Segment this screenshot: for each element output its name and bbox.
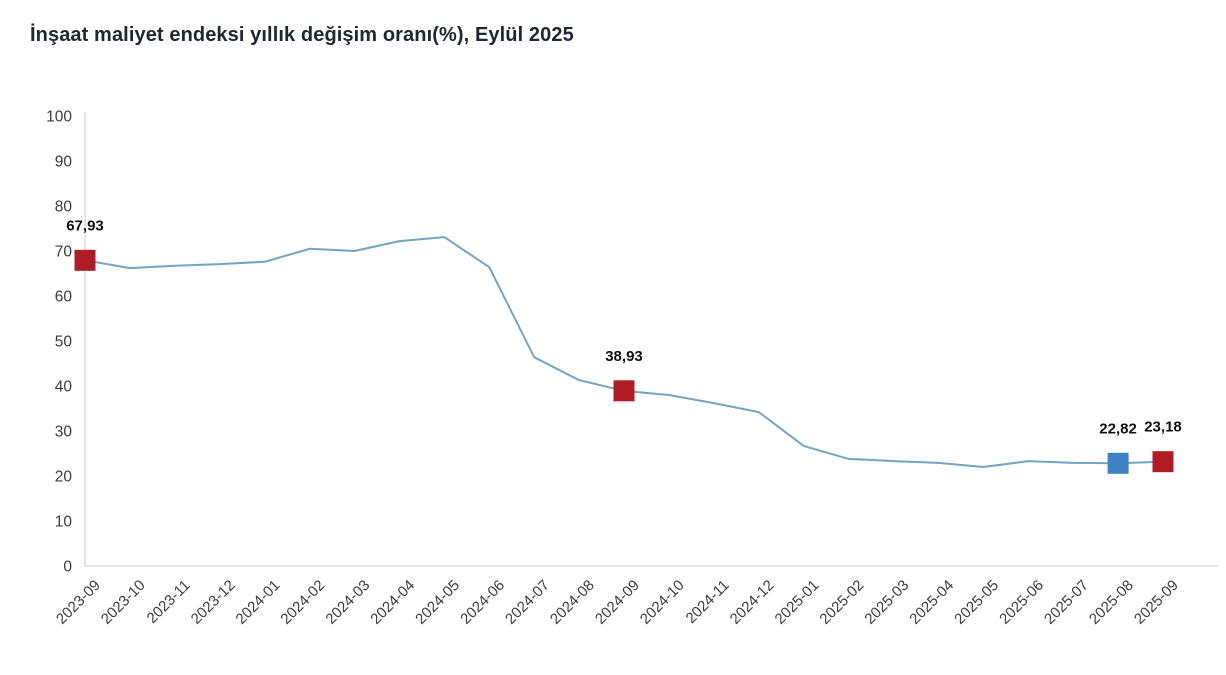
x-tick-label: 2024-10 [637,577,688,628]
y-tick-label: 90 [55,154,73,171]
y-tick-label: 0 [63,559,72,576]
x-tick-label: 2024-05 [412,577,463,628]
x-tick-label: 2025-03 [861,577,912,628]
data-point-label-2025-09: 23,18 [1144,419,1182,436]
x-tick-label: 2025-07 [1041,577,1092,628]
x-tick-label: 2024-06 [457,577,508,628]
data-marker-2023-09 [74,249,96,271]
x-tick-label: 2024-03 [322,577,373,628]
data-point-label-2023-09: 67,93 [66,217,104,234]
x-tick-label: 2024-12 [727,577,778,628]
y-tick-label: 60 [55,289,73,306]
x-tick-label: 2023-11 [144,577,194,627]
data-marker-2024-09 [613,380,635,402]
x-tick-label: 2024-11 [683,577,733,627]
data-point-label-2025-08: 22,82 [1099,420,1137,437]
y-tick-label: 100 [46,109,72,126]
x-tick-label: 2024-09 [592,577,643,628]
x-tick-label: 2025-05 [951,577,1002,628]
x-tick-label: 2025-08 [1086,577,1137,628]
y-tick-label: 30 [55,424,73,441]
x-tick-label: 2024-02 [277,577,328,628]
x-tick-label: 2025-04 [906,577,957,628]
x-tick-label: 2025-06 [996,577,1047,628]
data-marker-2025-09 [1152,451,1174,473]
data-point-label-2024-09: 38,93 [605,348,643,365]
x-tick-label: 2025-09 [1131,577,1182,628]
x-tick-label: 2024-04 [367,577,418,628]
x-tick-label: 2025-01 [772,577,823,628]
x-tick-label: 2025-02 [816,577,867,628]
y-tick-label: 40 [55,379,73,396]
x-tick-label: 2024-08 [547,577,598,628]
y-tick-label: 20 [55,469,73,486]
y-tick-label: 70 [55,244,73,261]
x-tick-label: 2023-12 [188,577,239,628]
y-tick-label: 10 [55,514,73,531]
x-tick-label: 2023-10 [98,577,149,628]
x-tick-label: 2024-01 [233,577,284,628]
x-tick-label: 2024-07 [502,577,553,628]
y-tick-label: 80 [55,199,73,216]
y-tick-label: 50 [55,334,73,351]
x-tick-label: 2023-09 [53,577,104,628]
data-marker-2025-08 [1107,452,1129,474]
chart-title: İnşaat maliyet endeksi yıllık değişim or… [30,24,574,46]
